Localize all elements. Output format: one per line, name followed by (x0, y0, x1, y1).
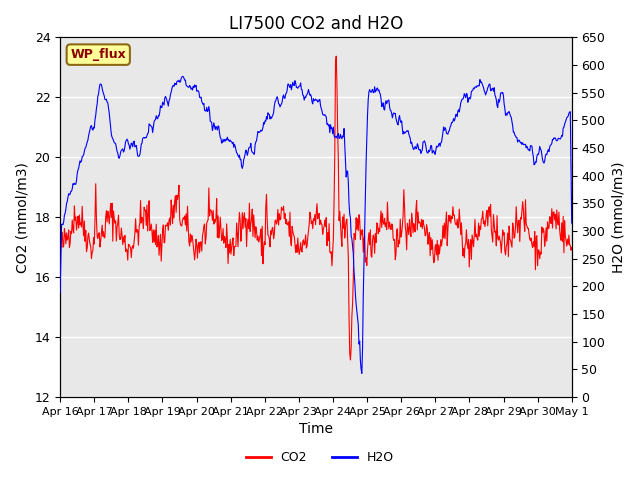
Y-axis label: H2O (mmol/m3): H2O (mmol/m3) (611, 161, 625, 273)
Y-axis label: CO2 (mmol/m3): CO2 (mmol/m3) (15, 162, 29, 273)
Title: LI7500 CO2 and H2O: LI7500 CO2 and H2O (229, 15, 403, 33)
X-axis label: Time: Time (299, 422, 333, 436)
Text: WP_flux: WP_flux (70, 48, 126, 61)
Legend: CO2, H2O: CO2, H2O (241, 446, 399, 469)
